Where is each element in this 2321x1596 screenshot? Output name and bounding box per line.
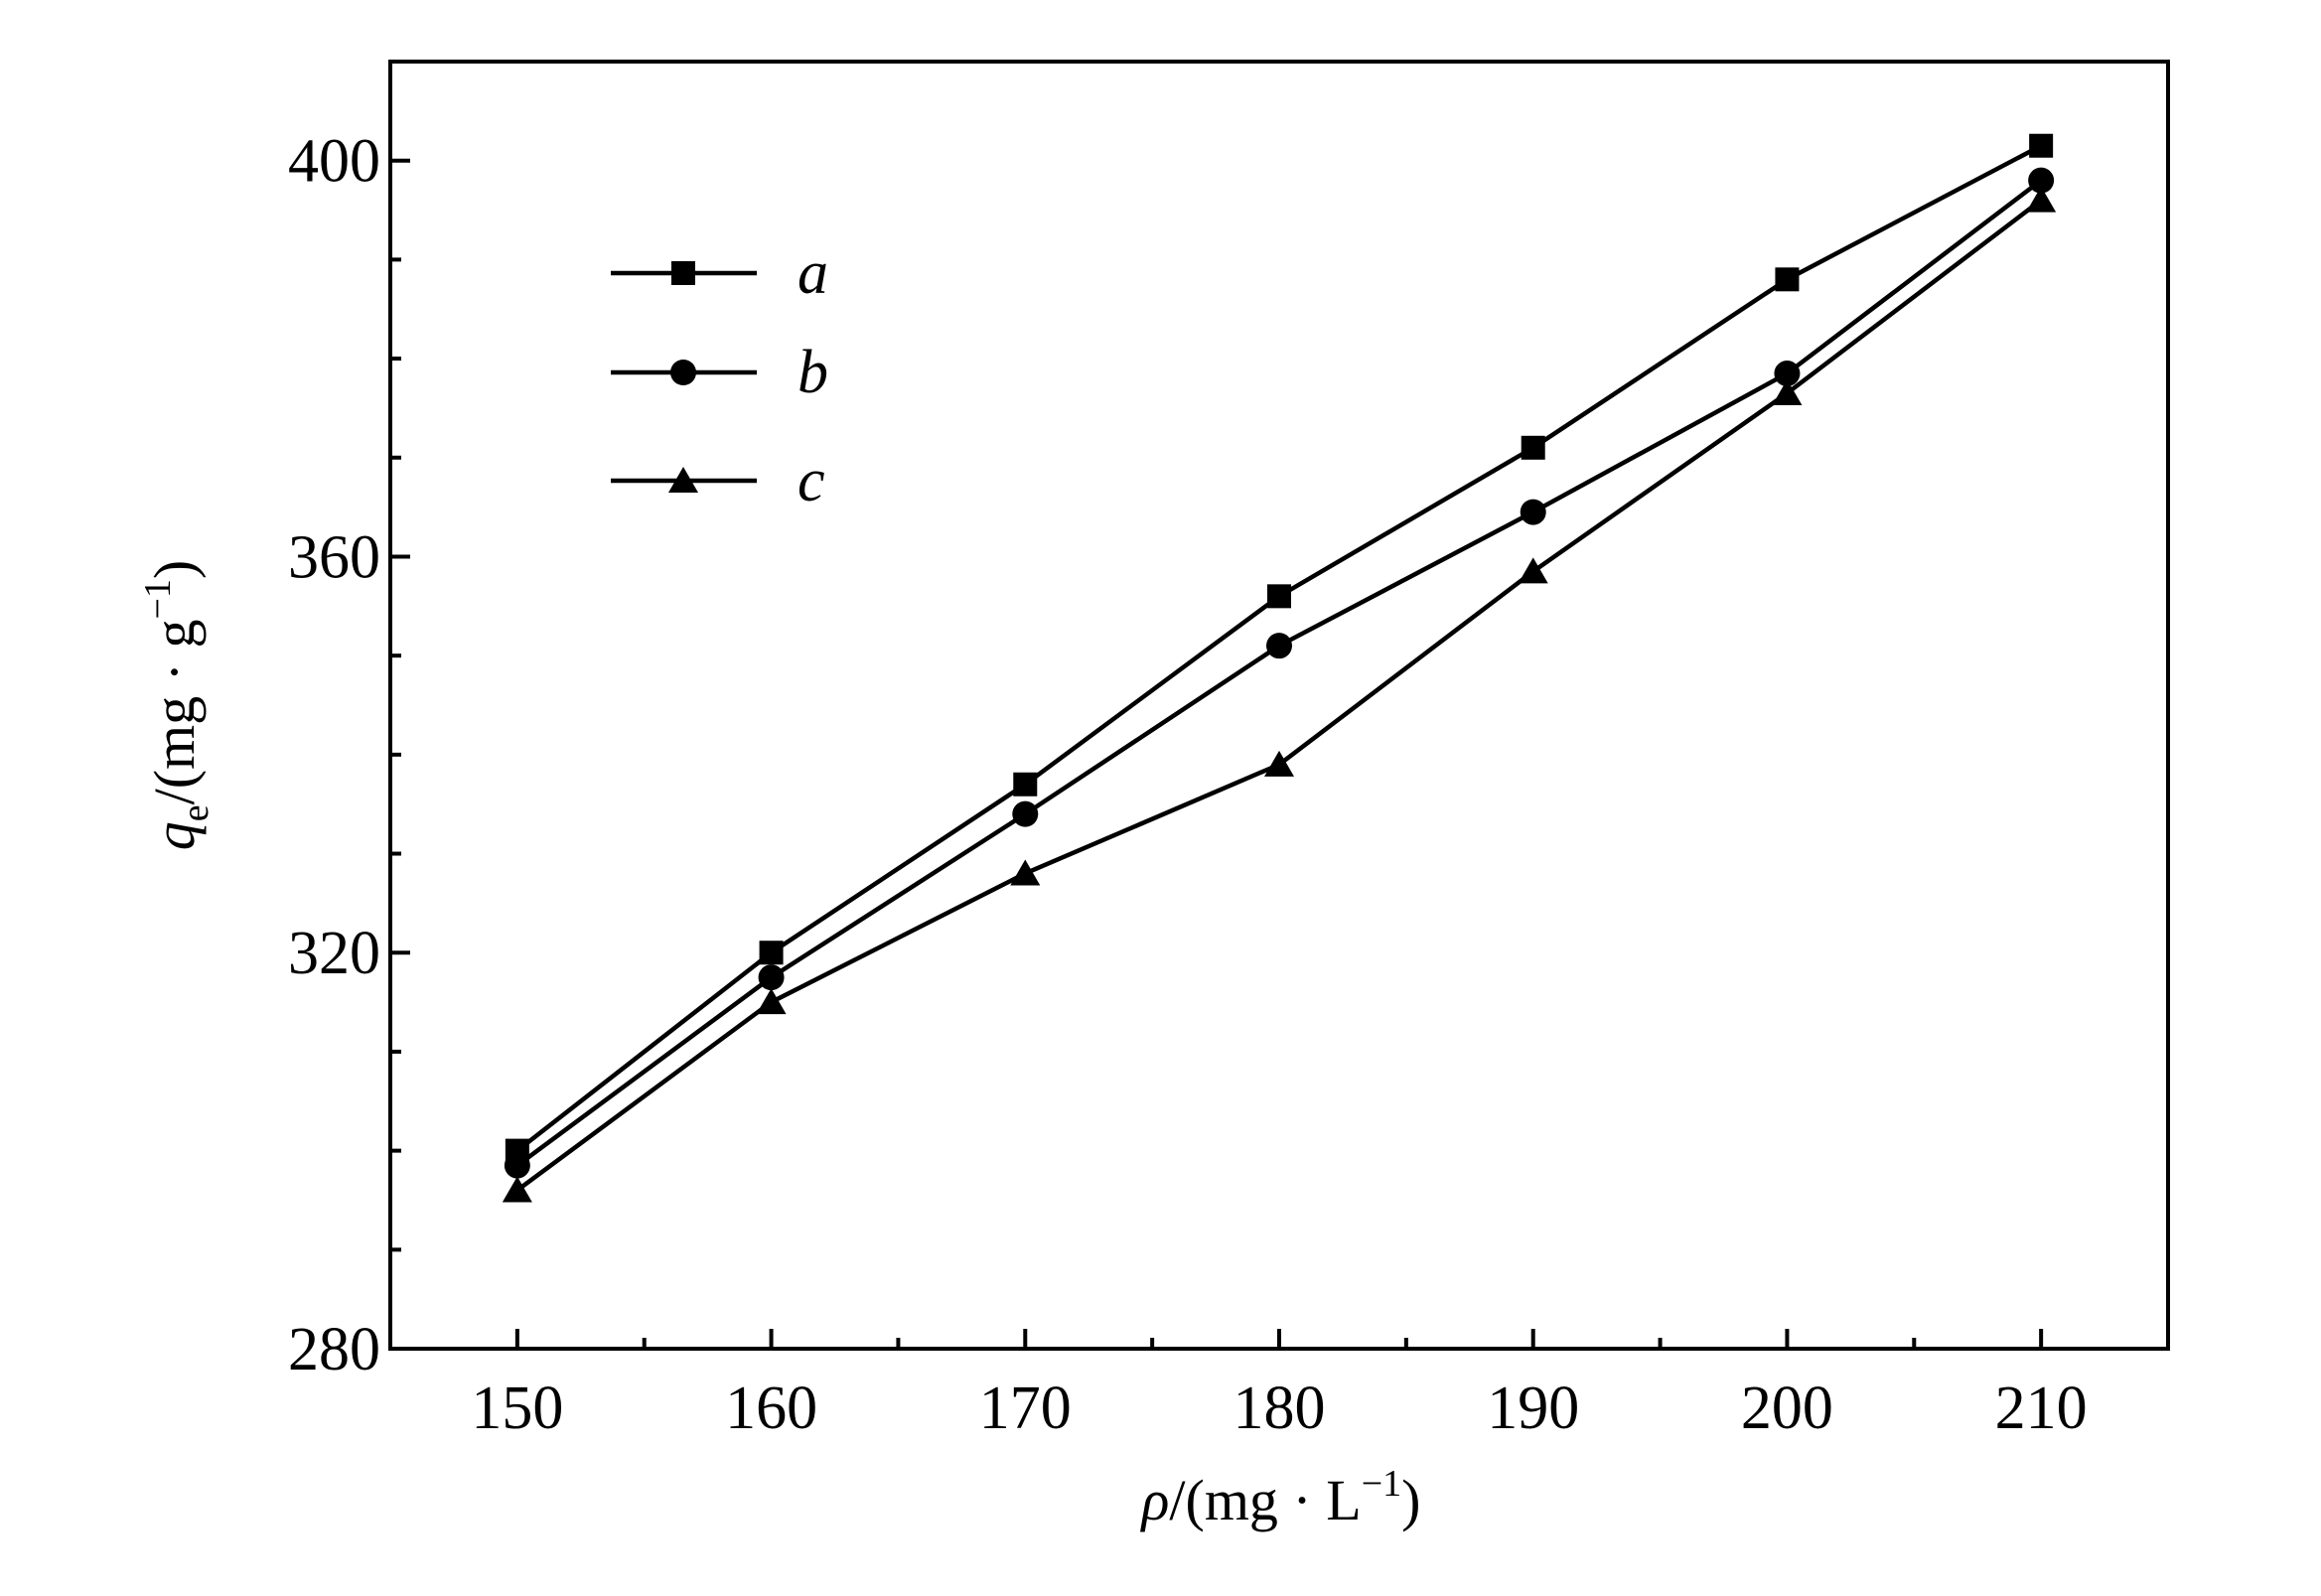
square-marker xyxy=(759,941,784,965)
plot-frame xyxy=(388,60,2170,1351)
circle-marker xyxy=(1774,361,1801,387)
triangle-marker xyxy=(2026,186,2057,213)
x-tick-label: 200 xyxy=(1741,1375,1833,1442)
square-marker xyxy=(1267,584,1291,609)
legend-item-b: b xyxy=(611,339,828,406)
y-tick-label: 320 xyxy=(288,920,380,987)
triangle-marker xyxy=(1772,378,1803,405)
x-tick-label: 210 xyxy=(1995,1375,2088,1442)
x-tick-label: 190 xyxy=(1487,1375,1579,1442)
y-axis-label-suffix: ) xyxy=(142,560,207,579)
series-layer xyxy=(502,133,2057,1203)
square-marker xyxy=(1521,435,1545,460)
legend-item-a: a xyxy=(611,239,828,307)
series-line-b xyxy=(515,178,2043,1168)
circle-marker xyxy=(1520,499,1546,525)
square-marker xyxy=(671,261,695,285)
x-tick-label: 160 xyxy=(725,1375,817,1442)
x-axis-label-suffix: ) xyxy=(1401,1468,1420,1532)
y-tick-label: 360 xyxy=(288,523,380,591)
legend-label: c xyxy=(798,447,825,514)
legend-label: b xyxy=(798,339,828,406)
triangle-marker xyxy=(756,988,787,1015)
triangle-marker xyxy=(1518,557,1548,584)
y-tick-label: 280 xyxy=(288,1316,380,1383)
series-b xyxy=(504,167,2055,1179)
x-tick-label: 170 xyxy=(979,1375,1072,1442)
y-tick-label: 400 xyxy=(288,128,380,196)
circle-marker xyxy=(758,964,785,991)
legend-item-c: c xyxy=(611,447,825,514)
legend-label: a xyxy=(798,239,828,307)
x-axis-label-unit: /(mg · L xyxy=(1169,1468,1361,1532)
square-marker xyxy=(2029,133,2054,158)
x-tick-label: 150 xyxy=(471,1375,563,1442)
triangle-marker xyxy=(1010,859,1041,886)
x-axis-label-symbol: ρ xyxy=(1140,1468,1170,1532)
circle-marker xyxy=(2028,167,2055,194)
triangle-marker xyxy=(502,1176,532,1203)
y-axis-label-exp: −1 xyxy=(137,579,179,619)
y-axis-label-subscript: e xyxy=(175,804,217,821)
legend: abc xyxy=(611,239,828,514)
series-line-c xyxy=(515,198,2043,1193)
x-axis-label: ρ/(mg · L−1) xyxy=(1140,1463,1421,1532)
y-axis-label-unit: /(mg · g xyxy=(142,620,207,805)
circle-marker xyxy=(1266,633,1292,659)
y-axis-label: qe/(mg · g−1) xyxy=(137,560,217,851)
series-c xyxy=(502,186,2057,1203)
x-tick-label: 180 xyxy=(1233,1375,1326,1442)
square-marker xyxy=(1013,772,1038,797)
circle-marker xyxy=(1012,800,1039,827)
circle-marker xyxy=(504,1152,530,1179)
square-marker xyxy=(1775,267,1800,292)
tick-labels: 150 160 170 180 190 200 210 280 320 360 400 xyxy=(288,128,2088,1442)
circle-marker xyxy=(670,360,696,385)
triangle-marker xyxy=(668,467,698,493)
x-axis-label-exp: −1 xyxy=(1362,1463,1401,1505)
triangle-marker xyxy=(1264,750,1294,777)
axis-ticks xyxy=(390,158,2044,1351)
y-axis-label-symbol: q xyxy=(142,821,207,850)
